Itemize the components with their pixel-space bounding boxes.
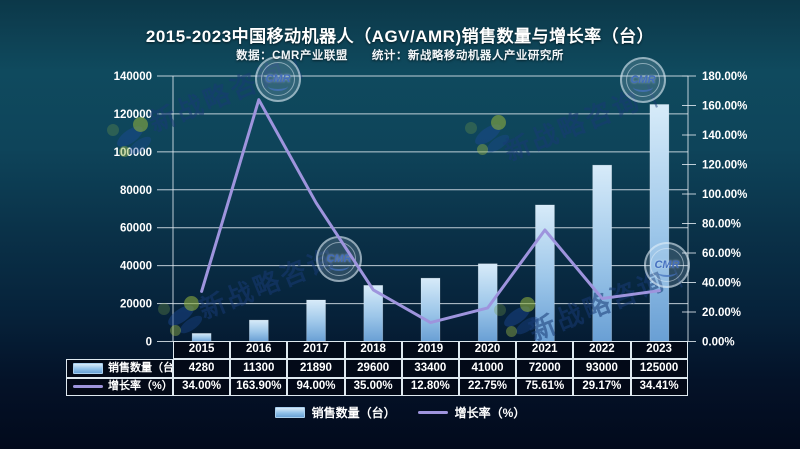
- right-axis-tick-label: 20.00%: [702, 307, 741, 319]
- table-sales-cell: 4280: [173, 359, 231, 378]
- right-axis-tick-label: 40.00%: [702, 278, 741, 290]
- right-axis-tick-label: 140.00%: [702, 130, 747, 142]
- right-axis-tick-label: 0.00%: [702, 337, 735, 349]
- sales-bar: [249, 319, 269, 342]
- left-axis-tick-label: 80000: [120, 185, 152, 197]
- left-axis-tick-label: 100000: [114, 147, 152, 159]
- growth-line-swatch-icon: [73, 385, 103, 389]
- sales-bar: [306, 299, 326, 342]
- table-growth-cell: 34.41%: [630, 377, 688, 396]
- right-axis-tick-label: 100.00%: [702, 189, 747, 201]
- sales-bar-swatch-icon: [274, 407, 305, 418]
- table-sales-cell: 72000: [516, 359, 574, 378]
- data-table: 2015 2016 2017 2018 2019 2020 2021 2022 2023 销售数量…: [66, 341, 688, 396]
- table-row-header-growth: 增长率（%）: [66, 377, 173, 396]
- right-axis-tick-label: 180.00%: [702, 71, 747, 83]
- sales-bar: [535, 204, 555, 342]
- left-axis-tick-label: 20000: [120, 299, 152, 311]
- watermark-leaf-logo: [158, 296, 208, 339]
- table-sales-cell: 33400: [401, 359, 459, 378]
- table-growth-cell: 12.80%: [401, 377, 459, 396]
- legend-item-growth: 增长率（%）: [417, 404, 526, 421]
- table-sales-cell: 93000: [573, 359, 631, 378]
- right-axis-tick-label: 120.00%: [702, 160, 747, 172]
- cmr-badge-label: CMR: [630, 74, 656, 86]
- legend-sales-label: 销售数量（台）: [311, 406, 396, 420]
- watermark-separator: |: [337, 235, 359, 268]
- table-year-cell: 2022: [573, 341, 631, 360]
- table-growth-cell: 94.00%: [287, 377, 345, 396]
- table-year-cell: 2019: [401, 341, 459, 360]
- right-axis-tick-label: 60.00%: [702, 248, 741, 260]
- table-year-cell: 2018: [344, 341, 402, 360]
- table-year-cell: 2023: [630, 341, 688, 360]
- sales-bar: [592, 164, 612, 342]
- table-growth-cell: 22.75%: [458, 377, 517, 396]
- watermark-separator: |: [667, 257, 689, 290]
- right-axis-tick-label: 80.00%: [702, 219, 741, 231]
- watermark-separator: |: [642, 77, 664, 110]
- table-growth-cell: 163.90%: [230, 377, 288, 396]
- cmr-badge-label: CMR: [265, 73, 291, 85]
- table-year-cell: 2017: [287, 341, 345, 360]
- chart-legend: 销售数量（台） 增长率（%）: [0, 404, 800, 421]
- left-axis-tick-label: 60000: [120, 223, 152, 235]
- table-sales-cell: 21890: [287, 359, 345, 378]
- watermark-text: 新战略咨询|: [523, 253, 689, 349]
- table-year-cell: 2016: [230, 341, 288, 360]
- table-sales-cell: 41000: [458, 359, 517, 378]
- cmr-badge-label: CMR: [654, 259, 680, 271]
- table-sales-cell: 11300: [230, 359, 288, 378]
- table-year-cell: 2015: [173, 341, 231, 360]
- cmr-badge-icon: CMR: [620, 57, 666, 103]
- growth-row-label: 增长率（%）: [108, 380, 173, 393]
- growth-rate-line: [200, 98, 661, 325]
- table-year-cell: 2021: [516, 341, 574, 360]
- table-growth-cell: 29.17%: [573, 377, 631, 396]
- watermark-leaf-logo: [107, 117, 157, 160]
- watermark-text: 新战略咨询|: [498, 73, 664, 169]
- page-title: 2015-2023中国移动机器人（AGV/AMR)销售数量与增长率（台）: [145, 27, 655, 46]
- left-axis-tick-label: 120000: [114, 109, 152, 121]
- watermark-text: 新战略咨询|: [193, 231, 359, 327]
- watermark-text-label: 新战略咨询: [499, 84, 646, 167]
- right-axis-tick-label: 160.00%: [702, 101, 747, 113]
- legend-item-sales: 销售数量（台）: [274, 404, 396, 421]
- legend-growth-label: 增长率（%）: [454, 406, 526, 420]
- sales-bar-swatch-icon: [73, 362, 103, 374]
- cmr-badge-icon: CMR: [644, 242, 690, 288]
- sales-bar: [363, 285, 384, 342]
- table-growth-cell: 35.00%: [344, 377, 402, 396]
- watermark-text-label: 新战略咨询: [194, 242, 341, 325]
- watermark-leaf-logo: [465, 115, 515, 158]
- left-axis-tick-label: 140000: [114, 71, 152, 83]
- sales-bar: [477, 263, 498, 342]
- cmr-badge-icon: CMR: [316, 236, 362, 282]
- sales-bar: [649, 104, 670, 342]
- watermark-text-label: 新战略咨询: [524, 264, 671, 347]
- growth-line-swatch-icon: [417, 411, 448, 414]
- table-sales-cell: 125000: [630, 359, 688, 378]
- table-year-cell: 2020: [458, 341, 517, 360]
- table-row-header-sales: 销售数量（台）: [66, 359, 173, 378]
- page-subtitle: 数据：CMR产业联盟 统计：新战略移动机器人产业研究所: [236, 50, 564, 62]
- table-growth-cell: 34.00%: [173, 377, 231, 396]
- table-growth-cell: 75.61%: [516, 377, 574, 396]
- sales-bar: [420, 277, 441, 342]
- table-sales-cell: 29600: [344, 359, 402, 378]
- sales-row-label: 销售数量（台）: [108, 361, 173, 374]
- left-axis-tick-label: 40000: [120, 261, 152, 273]
- watermark-text-label: 新战略咨询: [144, 55, 291, 138]
- cmr-badge-label: CMR: [326, 253, 352, 265]
- watermark-leaf-logo: [494, 297, 544, 340]
- table-corner-blank: [66, 341, 173, 359]
